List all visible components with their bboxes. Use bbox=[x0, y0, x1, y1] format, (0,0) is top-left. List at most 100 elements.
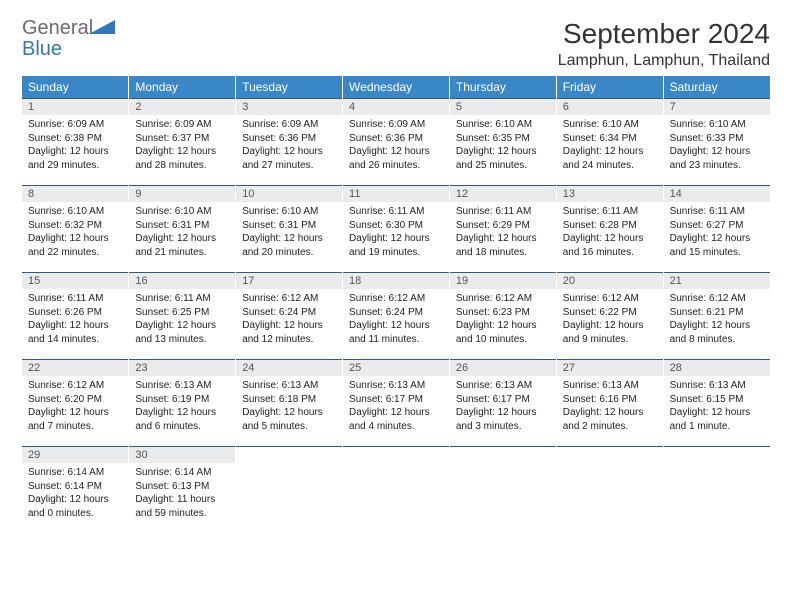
sunset-line: Sunset: 6:27 PM bbox=[670, 219, 764, 233]
sunrise-line: Sunrise: 6:11 AM bbox=[28, 292, 122, 306]
sunrise-line: Sunrise: 6:09 AM bbox=[135, 118, 229, 132]
title-block: September 2024 Lamphun, Lamphun, Thailan… bbox=[558, 18, 770, 70]
daylight-line-1: Daylight: 12 hours bbox=[135, 319, 229, 333]
day-cell: 21Sunrise: 6:12 AMSunset: 6:21 PMDayligh… bbox=[663, 273, 770, 360]
sunrise-line: Sunrise: 6:14 AM bbox=[28, 466, 122, 480]
sunset-line: Sunset: 6:37 PM bbox=[135, 132, 229, 146]
week-row: 22Sunrise: 6:12 AMSunset: 6:20 PMDayligh… bbox=[22, 360, 770, 447]
day-number: 12 bbox=[450, 186, 556, 202]
daylight-line-2: and 22 minutes. bbox=[28, 246, 122, 260]
sunrise-line: Sunrise: 6:10 AM bbox=[563, 118, 657, 132]
day-number: 11 bbox=[343, 186, 449, 202]
daylight-line-1: Daylight: 12 hours bbox=[563, 232, 657, 246]
day-details: Sunrise: 6:12 AMSunset: 6:24 PMDaylight:… bbox=[236, 289, 342, 349]
day-number: 18 bbox=[343, 273, 449, 289]
day-details: Sunrise: 6:13 AMSunset: 6:17 PMDaylight:… bbox=[343, 376, 449, 436]
day-details: Sunrise: 6:13 AMSunset: 6:17 PMDaylight:… bbox=[450, 376, 556, 436]
day-number: 27 bbox=[557, 360, 663, 376]
day-details: Sunrise: 6:09 AMSunset: 6:36 PMDaylight:… bbox=[236, 115, 342, 175]
daylight-line-1: Daylight: 12 hours bbox=[28, 406, 122, 420]
sunrise-line: Sunrise: 6:14 AM bbox=[135, 466, 229, 480]
day-details: Sunrise: 6:13 AMSunset: 6:16 PMDaylight:… bbox=[557, 376, 663, 436]
sunrise-line: Sunrise: 6:11 AM bbox=[670, 205, 764, 219]
logo-word-blue: Blue bbox=[22, 38, 62, 60]
day-details: Sunrise: 6:09 AMSunset: 6:37 PMDaylight:… bbox=[129, 115, 235, 175]
sunrise-line: Sunrise: 6:11 AM bbox=[135, 292, 229, 306]
day-details: Sunrise: 6:11 AMSunset: 6:27 PMDaylight:… bbox=[664, 202, 770, 262]
page-header: General Blue September 2024 Lamphun, Lam… bbox=[22, 18, 770, 70]
sunset-line: Sunset: 6:34 PM bbox=[563, 132, 657, 146]
sunset-line: Sunset: 6:15 PM bbox=[670, 393, 764, 407]
sunrise-line: Sunrise: 6:10 AM bbox=[242, 205, 336, 219]
calendar-page: General Blue September 2024 Lamphun, Lam… bbox=[0, 0, 792, 612]
day-cell: 18Sunrise: 6:12 AMSunset: 6:24 PMDayligh… bbox=[343, 273, 450, 360]
sunrise-line: Sunrise: 6:12 AM bbox=[28, 379, 122, 393]
day-cell: 23Sunrise: 6:13 AMSunset: 6:19 PMDayligh… bbox=[129, 360, 236, 447]
sunset-line: Sunset: 6:28 PM bbox=[563, 219, 657, 233]
sunrise-line: Sunrise: 6:13 AM bbox=[670, 379, 764, 393]
sunrise-line: Sunrise: 6:09 AM bbox=[28, 118, 122, 132]
day-details: Sunrise: 6:13 AMSunset: 6:19 PMDaylight:… bbox=[129, 376, 235, 436]
day-cell: 27Sunrise: 6:13 AMSunset: 6:16 PMDayligh… bbox=[556, 360, 663, 447]
day-details: Sunrise: 6:11 AMSunset: 6:28 PMDaylight:… bbox=[557, 202, 663, 262]
day-details: Sunrise: 6:11 AMSunset: 6:25 PMDaylight:… bbox=[129, 289, 235, 349]
sunset-line: Sunset: 6:19 PM bbox=[135, 393, 229, 407]
daylight-line-1: Daylight: 12 hours bbox=[28, 145, 122, 159]
daylight-line-2: and 25 minutes. bbox=[456, 159, 550, 173]
daylight-line-1: Daylight: 12 hours bbox=[456, 406, 550, 420]
day-details: Sunrise: 6:14 AMSunset: 6:14 PMDaylight:… bbox=[22, 463, 128, 523]
day-cell: 5Sunrise: 6:10 AMSunset: 6:35 PMDaylight… bbox=[449, 99, 556, 186]
sunset-line: Sunset: 6:31 PM bbox=[242, 219, 336, 233]
day-number: 3 bbox=[236, 99, 342, 115]
day-details: Sunrise: 6:12 AMSunset: 6:20 PMDaylight:… bbox=[22, 376, 128, 436]
day-details: Sunrise: 6:12 AMSunset: 6:22 PMDaylight:… bbox=[557, 289, 663, 349]
day-cell: 11Sunrise: 6:11 AMSunset: 6:30 PMDayligh… bbox=[343, 186, 450, 273]
day-number: 14 bbox=[664, 186, 770, 202]
daylight-line-2: and 23 minutes. bbox=[670, 159, 764, 173]
day-header-mon: Monday bbox=[129, 76, 236, 99]
day-details: Sunrise: 6:10 AMSunset: 6:31 PMDaylight:… bbox=[129, 202, 235, 262]
day-number: 23 bbox=[129, 360, 235, 376]
daylight-line-2: and 28 minutes. bbox=[135, 159, 229, 173]
day-details: Sunrise: 6:12 AMSunset: 6:21 PMDaylight:… bbox=[664, 289, 770, 349]
day-header-sat: Saturday bbox=[663, 76, 770, 99]
day-number: 17 bbox=[236, 273, 342, 289]
day-number: 22 bbox=[22, 360, 128, 376]
day-details: Sunrise: 6:09 AMSunset: 6:36 PMDaylight:… bbox=[343, 115, 449, 175]
sunset-line: Sunset: 6:29 PM bbox=[456, 219, 550, 233]
sunset-line: Sunset: 6:24 PM bbox=[242, 306, 336, 320]
sunset-line: Sunset: 6:38 PM bbox=[28, 132, 122, 146]
daylight-line-1: Daylight: 12 hours bbox=[670, 232, 764, 246]
day-cell: 24Sunrise: 6:13 AMSunset: 6:18 PMDayligh… bbox=[236, 360, 343, 447]
day-cell: 28Sunrise: 6:13 AMSunset: 6:15 PMDayligh… bbox=[663, 360, 770, 447]
daylight-line-2: and 0 minutes. bbox=[28, 507, 122, 521]
day-cell bbox=[236, 447, 343, 534]
sunset-line: Sunset: 6:36 PM bbox=[242, 132, 336, 146]
day-number: 5 bbox=[450, 99, 556, 115]
daylight-line-2: and 16 minutes. bbox=[563, 246, 657, 260]
sunset-line: Sunset: 6:32 PM bbox=[28, 219, 122, 233]
day-cell: 10Sunrise: 6:10 AMSunset: 6:31 PMDayligh… bbox=[236, 186, 343, 273]
day-cell: 3Sunrise: 6:09 AMSunset: 6:36 PMDaylight… bbox=[236, 99, 343, 186]
day-cell: 22Sunrise: 6:12 AMSunset: 6:20 PMDayligh… bbox=[22, 360, 129, 447]
sunrise-line: Sunrise: 6:11 AM bbox=[563, 205, 657, 219]
day-details: Sunrise: 6:11 AMSunset: 6:29 PMDaylight:… bbox=[450, 202, 556, 262]
sunset-line: Sunset: 6:36 PM bbox=[349, 132, 443, 146]
day-details: Sunrise: 6:10 AMSunset: 6:33 PMDaylight:… bbox=[664, 115, 770, 175]
day-details: Sunrise: 6:11 AMSunset: 6:26 PMDaylight:… bbox=[22, 289, 128, 349]
location-text: Lamphun, Lamphun, Thailand bbox=[558, 52, 770, 70]
day-cell: 29Sunrise: 6:14 AMSunset: 6:14 PMDayligh… bbox=[22, 447, 129, 534]
calendar-body: 1Sunrise: 6:09 AMSunset: 6:38 PMDaylight… bbox=[22, 99, 770, 534]
day-cell bbox=[663, 447, 770, 534]
day-cell: 15Sunrise: 6:11 AMSunset: 6:26 PMDayligh… bbox=[22, 273, 129, 360]
logo-word-general: General bbox=[22, 17, 93, 39]
daylight-line-2: and 19 minutes. bbox=[349, 246, 443, 260]
day-number: 24 bbox=[236, 360, 342, 376]
day-number: 13 bbox=[557, 186, 663, 202]
sunrise-line: Sunrise: 6:13 AM bbox=[456, 379, 550, 393]
daylight-line-2: and 10 minutes. bbox=[456, 333, 550, 347]
sunrise-line: Sunrise: 6:12 AM bbox=[563, 292, 657, 306]
daylight-line-2: and 27 minutes. bbox=[242, 159, 336, 173]
daylight-line-2: and 24 minutes. bbox=[563, 159, 657, 173]
day-number: 29 bbox=[22, 447, 128, 463]
